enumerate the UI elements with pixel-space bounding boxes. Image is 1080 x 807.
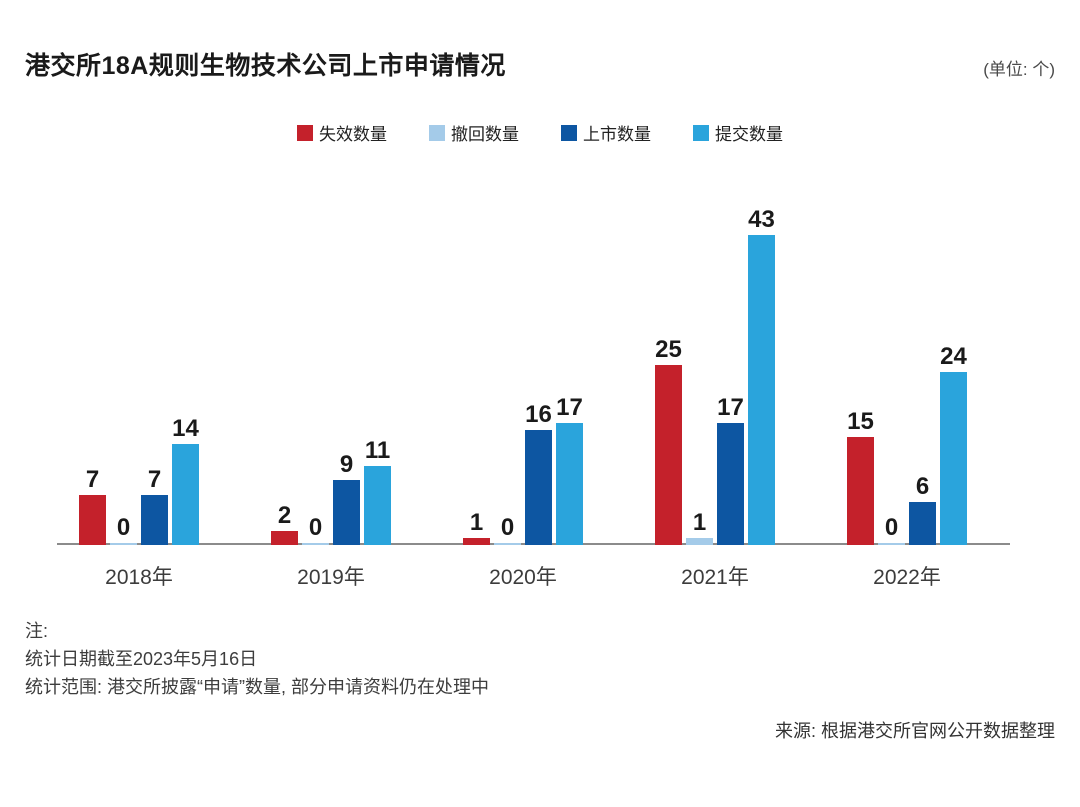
legend-label: 上市数量 bbox=[583, 125, 651, 144]
bar-value-label: 43 bbox=[748, 206, 775, 234]
bar-slot-提交数量: 11 bbox=[364, 436, 391, 545]
bar-slot-撤回数量: 0 bbox=[878, 516, 905, 545]
chart-header: 港交所18A规则生物技术公司上市申请情况 (单位: 个) bbox=[25, 46, 1055, 82]
bar bbox=[494, 543, 521, 545]
legend-item-提交数量: 提交数量 bbox=[693, 120, 783, 145]
bar-slot-上市数量: 9 bbox=[333, 453, 360, 545]
x-axis-labels: 2018年 2019年 2020年 2021年 2022年 bbox=[25, 561, 1055, 591]
footnote-line: 统计范围: 港交所披露“申请”数量, 部分申请资料仍在处理中 bbox=[25, 677, 489, 697]
footnotes: 注: 统计日期截至2023年5月16日 统计范围: 港交所披露“申请”数量, 部… bbox=[25, 617, 1055, 701]
bar-slot-失效数量: 2 bbox=[271, 501, 298, 545]
bar-group-2020年: 1 0 16 17 bbox=[463, 393, 583, 545]
footnote-heading: 注: bbox=[25, 621, 49, 641]
legend-swatch-icon bbox=[297, 124, 313, 141]
bar-value-label: 24 bbox=[940, 343, 967, 371]
bar-group-2022年: 15 0 6 24 bbox=[847, 345, 967, 545]
bar-value-label: 17 bbox=[717, 393, 744, 421]
bar-slot-撤回数量: 1 bbox=[686, 508, 713, 545]
bar-slot-上市数量: 6 bbox=[909, 472, 936, 545]
bar-slot-上市数量: 16 bbox=[525, 400, 552, 545]
bar bbox=[655, 365, 682, 545]
bar-value-label: 11 bbox=[364, 436, 391, 464]
bar-value-label: 9 bbox=[339, 451, 354, 479]
bar-slot-失效数量: 7 bbox=[79, 465, 106, 545]
bar bbox=[79, 494, 106, 545]
bar-value-label: 25 bbox=[655, 336, 682, 363]
bar bbox=[940, 372, 967, 545]
bar-value-label: 0 bbox=[500, 514, 515, 541]
bar-group-2018年: 7 0 7 14 bbox=[79, 417, 199, 545]
bar bbox=[909, 501, 936, 545]
bar bbox=[463, 537, 490, 545]
bar-slot-上市数量: 17 bbox=[717, 393, 744, 545]
legend-item-上市数量: 上市数量 bbox=[561, 120, 651, 145]
bar bbox=[525, 429, 552, 545]
bar bbox=[110, 543, 137, 545]
bar-value-label: 0 bbox=[116, 514, 131, 541]
bar-slot-失效数量: 1 bbox=[463, 508, 490, 545]
bar bbox=[847, 437, 874, 545]
bar bbox=[556, 422, 583, 545]
bar-value-label: 1 bbox=[692, 508, 707, 536]
footnote-line: 统计日期截至2023年5月16日 bbox=[25, 649, 258, 669]
legend-swatch-icon bbox=[429, 124, 445, 141]
source-credit: 来源: 根据港交所官网公开数据整理 bbox=[774, 721, 1055, 741]
x-axis-tick-label: 2019年 bbox=[297, 566, 365, 589]
plot-area: 7 0 7 14 2 0 9 11 1 0 16 17 25 1 17 43 15 0 6 24 bbox=[25, 145, 1055, 545]
bar-slot-撤回数量: 0 bbox=[110, 516, 137, 545]
bar-slot-提交数量: 43 bbox=[748, 208, 775, 545]
bar bbox=[141, 494, 168, 545]
bar bbox=[717, 422, 744, 545]
bar-value-label: 0 bbox=[308, 514, 323, 541]
x-axis-tick-label: 2020年 bbox=[489, 566, 557, 589]
bar-slot-提交数量: 24 bbox=[940, 345, 967, 545]
x-axis-tick-label: 2021年 bbox=[681, 566, 749, 589]
legend-item-失效数量: 失效数量 bbox=[297, 120, 387, 145]
bar-slot-撤回数量: 0 bbox=[494, 516, 521, 545]
bar bbox=[748, 235, 775, 545]
bar-value-label: 7 bbox=[147, 465, 162, 493]
legend-label: 提交数量 bbox=[715, 125, 783, 144]
legend-label: 失效数量 bbox=[319, 125, 387, 144]
bar-value-label: 17 bbox=[556, 393, 583, 421]
legend-swatch-icon bbox=[693, 124, 709, 141]
bar-slot-失效数量: 25 bbox=[655, 338, 682, 545]
bar-value-label: 0 bbox=[884, 514, 899, 541]
x-axis-tick-label: 2018年 bbox=[105, 566, 173, 589]
unit-label: (单位: 个) bbox=[983, 60, 1055, 79]
chart-legend: 失效数量 撤回数量 上市数量 提交数量 bbox=[25, 120, 1055, 145]
bar-group-2021年: 25 1 17 43 bbox=[655, 208, 775, 545]
bar-value-label: 7 bbox=[85, 465, 100, 493]
bar bbox=[172, 444, 199, 545]
bar-value-label: 6 bbox=[915, 472, 930, 500]
x-axis-tick-label: 2022年 bbox=[873, 566, 941, 589]
bar-group-2019年: 2 0 9 11 bbox=[271, 436, 391, 545]
bar-slot-上市数量: 7 bbox=[141, 465, 168, 545]
bar-value-label: 14 bbox=[172, 415, 199, 443]
bar-slot-提交数量: 14 bbox=[172, 417, 199, 545]
infographic-page: 港交所18A规则生物技术公司上市申请情况 (单位: 个) 失效数量 撤回数量 上市数… bbox=[0, 46, 1080, 743]
bar-chart: 7 0 7 14 2 0 9 11 1 0 16 17 25 1 17 43 15 0 6 24 2018年 2019年… bbox=[25, 145, 1055, 591]
bar-value-label: 2 bbox=[277, 501, 292, 529]
legend-swatch-icon bbox=[561, 124, 577, 141]
bar-slot-失效数量: 15 bbox=[847, 410, 874, 545]
legend-item-撤回数量: 撤回数量 bbox=[429, 120, 519, 145]
bar-value-label: 1 bbox=[469, 508, 484, 536]
bar bbox=[364, 465, 391, 545]
bar-slot-撤回数量: 0 bbox=[302, 516, 329, 545]
legend-label: 撤回数量 bbox=[451, 125, 519, 144]
bar-slot-提交数量: 17 bbox=[556, 393, 583, 545]
bar bbox=[333, 480, 360, 545]
bar bbox=[302, 543, 329, 545]
bar bbox=[686, 537, 713, 545]
bar-value-label: 16 bbox=[525, 400, 552, 428]
bar-value-label: 15 bbox=[847, 408, 874, 435]
bar bbox=[271, 530, 298, 545]
page-title: 港交所18A规则生物技术公司上市申请情况 bbox=[25, 52, 506, 80]
bar bbox=[878, 543, 905, 545]
